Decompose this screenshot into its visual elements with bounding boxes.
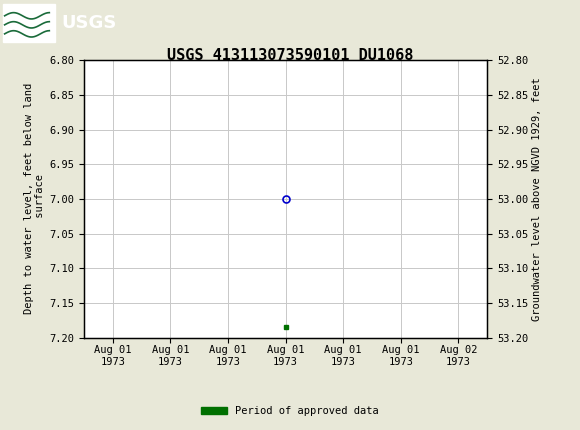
Text: USGS: USGS [61,14,116,31]
Y-axis label: Groundwater level above NGVD 1929, feet: Groundwater level above NGVD 1929, feet [532,77,542,321]
Text: USGS 413113073590101 DU1068: USGS 413113073590101 DU1068 [167,48,413,62]
Legend: Period of approved data: Period of approved data [197,402,383,421]
Bar [3,3,55,42]
Y-axis label: Depth to water level, feet below land
 surface: Depth to water level, feet below land su… [24,83,45,314]
